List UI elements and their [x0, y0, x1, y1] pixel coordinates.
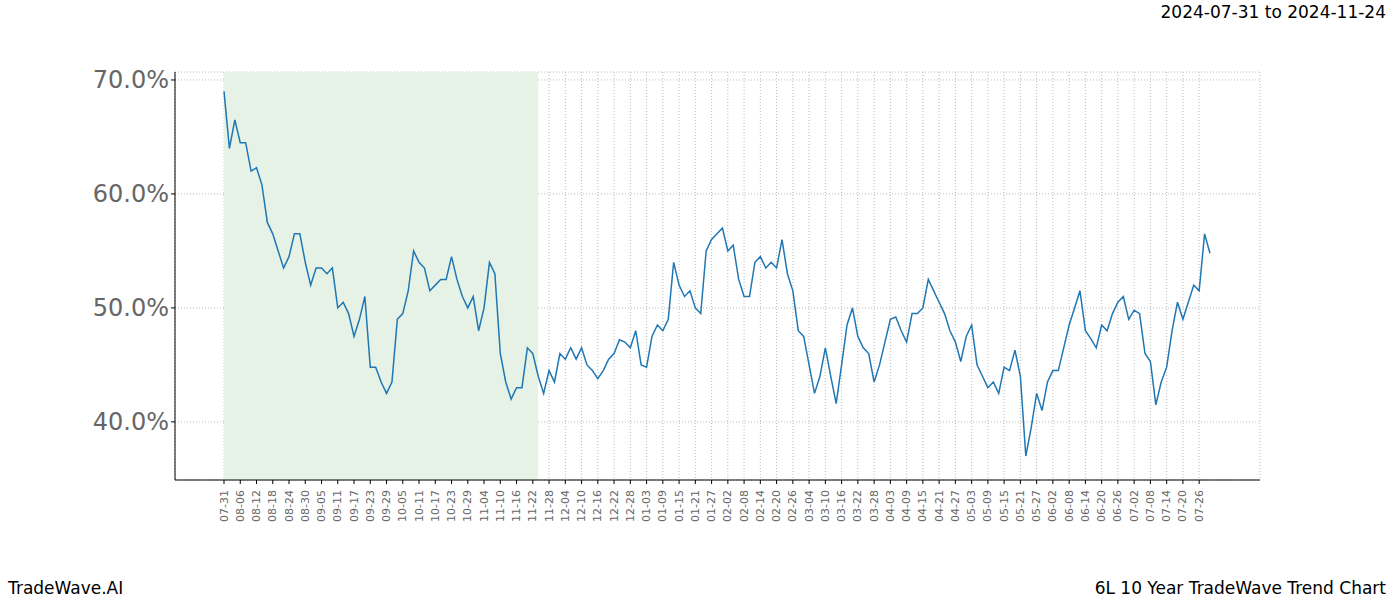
svg-text:06-02: 06-02 — [1046, 490, 1059, 522]
svg-text:10-17: 10-17 — [429, 490, 442, 522]
svg-text:08-24: 08-24 — [283, 490, 296, 522]
svg-text:03-04: 03-04 — [803, 490, 816, 522]
svg-text:11-16: 11-16 — [510, 490, 523, 522]
svg-text:12-16: 12-16 — [591, 490, 604, 522]
svg-text:12-28: 12-28 — [624, 490, 637, 522]
svg-text:09-05: 09-05 — [315, 490, 328, 522]
svg-text:05-03: 05-03 — [965, 490, 978, 522]
svg-text:60.0%: 60.0% — [93, 180, 169, 208]
svg-text:01-03: 01-03 — [640, 490, 653, 522]
svg-text:05-21: 05-21 — [1014, 490, 1027, 522]
svg-text:01-15: 01-15 — [673, 490, 686, 522]
svg-text:05-15: 05-15 — [998, 490, 1011, 522]
svg-text:04-03: 04-03 — [884, 490, 897, 522]
svg-text:11-10: 11-10 — [494, 490, 507, 522]
svg-text:05-27: 05-27 — [1030, 490, 1043, 522]
svg-text:07-14: 07-14 — [1160, 490, 1173, 522]
svg-text:07-08: 07-08 — [1144, 490, 1157, 522]
html-text:TradeWave.AI: TradeWave.AI — [8, 578, 124, 598]
svg-text:10-29: 10-29 — [461, 490, 474, 522]
svg-text:11-04: 11-04 — [478, 490, 491, 522]
svg-text:02-26: 02-26 — [786, 490, 799, 522]
svg-text:03-28: 03-28 — [868, 490, 881, 522]
svg-text:08-12: 08-12 — [250, 490, 263, 522]
html-text:6L 10 Year TradeWave Trend Cha: 6L 10 Year TradeWave Trend Chart — [1094, 578, 1386, 598]
svg-text:09-23: 09-23 — [364, 490, 377, 522]
svg-text:08-18: 08-18 — [266, 490, 279, 522]
svg-text:01-27: 01-27 — [705, 490, 718, 522]
svg-text:03-16: 03-16 — [835, 490, 848, 522]
svg-text:07-31: 07-31 — [218, 490, 231, 522]
svg-text:02-14: 02-14 — [754, 490, 767, 522]
html-text:2024-07-31 to 2024-11-24: 2024-07-31 to 2024-11-24 — [1160, 2, 1386, 22]
svg-text:08-06: 08-06 — [234, 490, 247, 522]
svg-text:01-09: 01-09 — [656, 490, 669, 522]
svg-text:02-08: 02-08 — [738, 490, 751, 522]
svg-text:08-30: 08-30 — [299, 490, 312, 522]
svg-text:09-29: 09-29 — [380, 490, 393, 522]
svg-text:03-10: 03-10 — [819, 490, 832, 522]
svg-text:10-23: 10-23 — [445, 490, 458, 522]
svg-text:12-10: 12-10 — [575, 490, 588, 522]
svg-text:04-09: 04-09 — [900, 490, 913, 522]
svg-text:10-11: 10-11 — [413, 490, 426, 522]
svg-text:12-22: 12-22 — [608, 490, 621, 522]
svg-text:11-22: 11-22 — [526, 490, 539, 522]
svg-text:50.0%: 50.0% — [93, 294, 169, 322]
svg-text:03-22: 03-22 — [851, 490, 864, 522]
svg-text:07-26: 07-26 — [1193, 490, 1206, 522]
svg-text:06-20: 06-20 — [1095, 490, 1108, 522]
svg-text:40.0%: 40.0% — [93, 408, 169, 436]
svg-text:04-27: 04-27 — [949, 490, 962, 522]
svg-text:05-09: 05-09 — [981, 490, 994, 522]
svg-text:12-04: 12-04 — [559, 490, 572, 522]
svg-text:06-08: 06-08 — [1063, 490, 1076, 522]
svg-text:01-21: 01-21 — [689, 490, 702, 522]
svg-text:04-21: 04-21 — [933, 490, 946, 522]
svg-text:11-28: 11-28 — [543, 490, 556, 522]
svg-text:02-02: 02-02 — [721, 490, 734, 522]
svg-text:07-20: 07-20 — [1176, 490, 1189, 522]
svg-text:04-15: 04-15 — [916, 490, 929, 522]
svg-text:70.0%: 70.0% — [93, 66, 169, 94]
svg-text:02-20: 02-20 — [770, 490, 783, 522]
svg-text:06-14: 06-14 — [1079, 490, 1092, 522]
svg-text:09-11: 09-11 — [331, 490, 344, 522]
svg-text:07-02: 07-02 — [1128, 490, 1141, 522]
svg-text:10-05: 10-05 — [396, 490, 409, 522]
svg-text:06-26: 06-26 — [1111, 490, 1124, 522]
svg-text:09-17: 09-17 — [348, 490, 361, 522]
